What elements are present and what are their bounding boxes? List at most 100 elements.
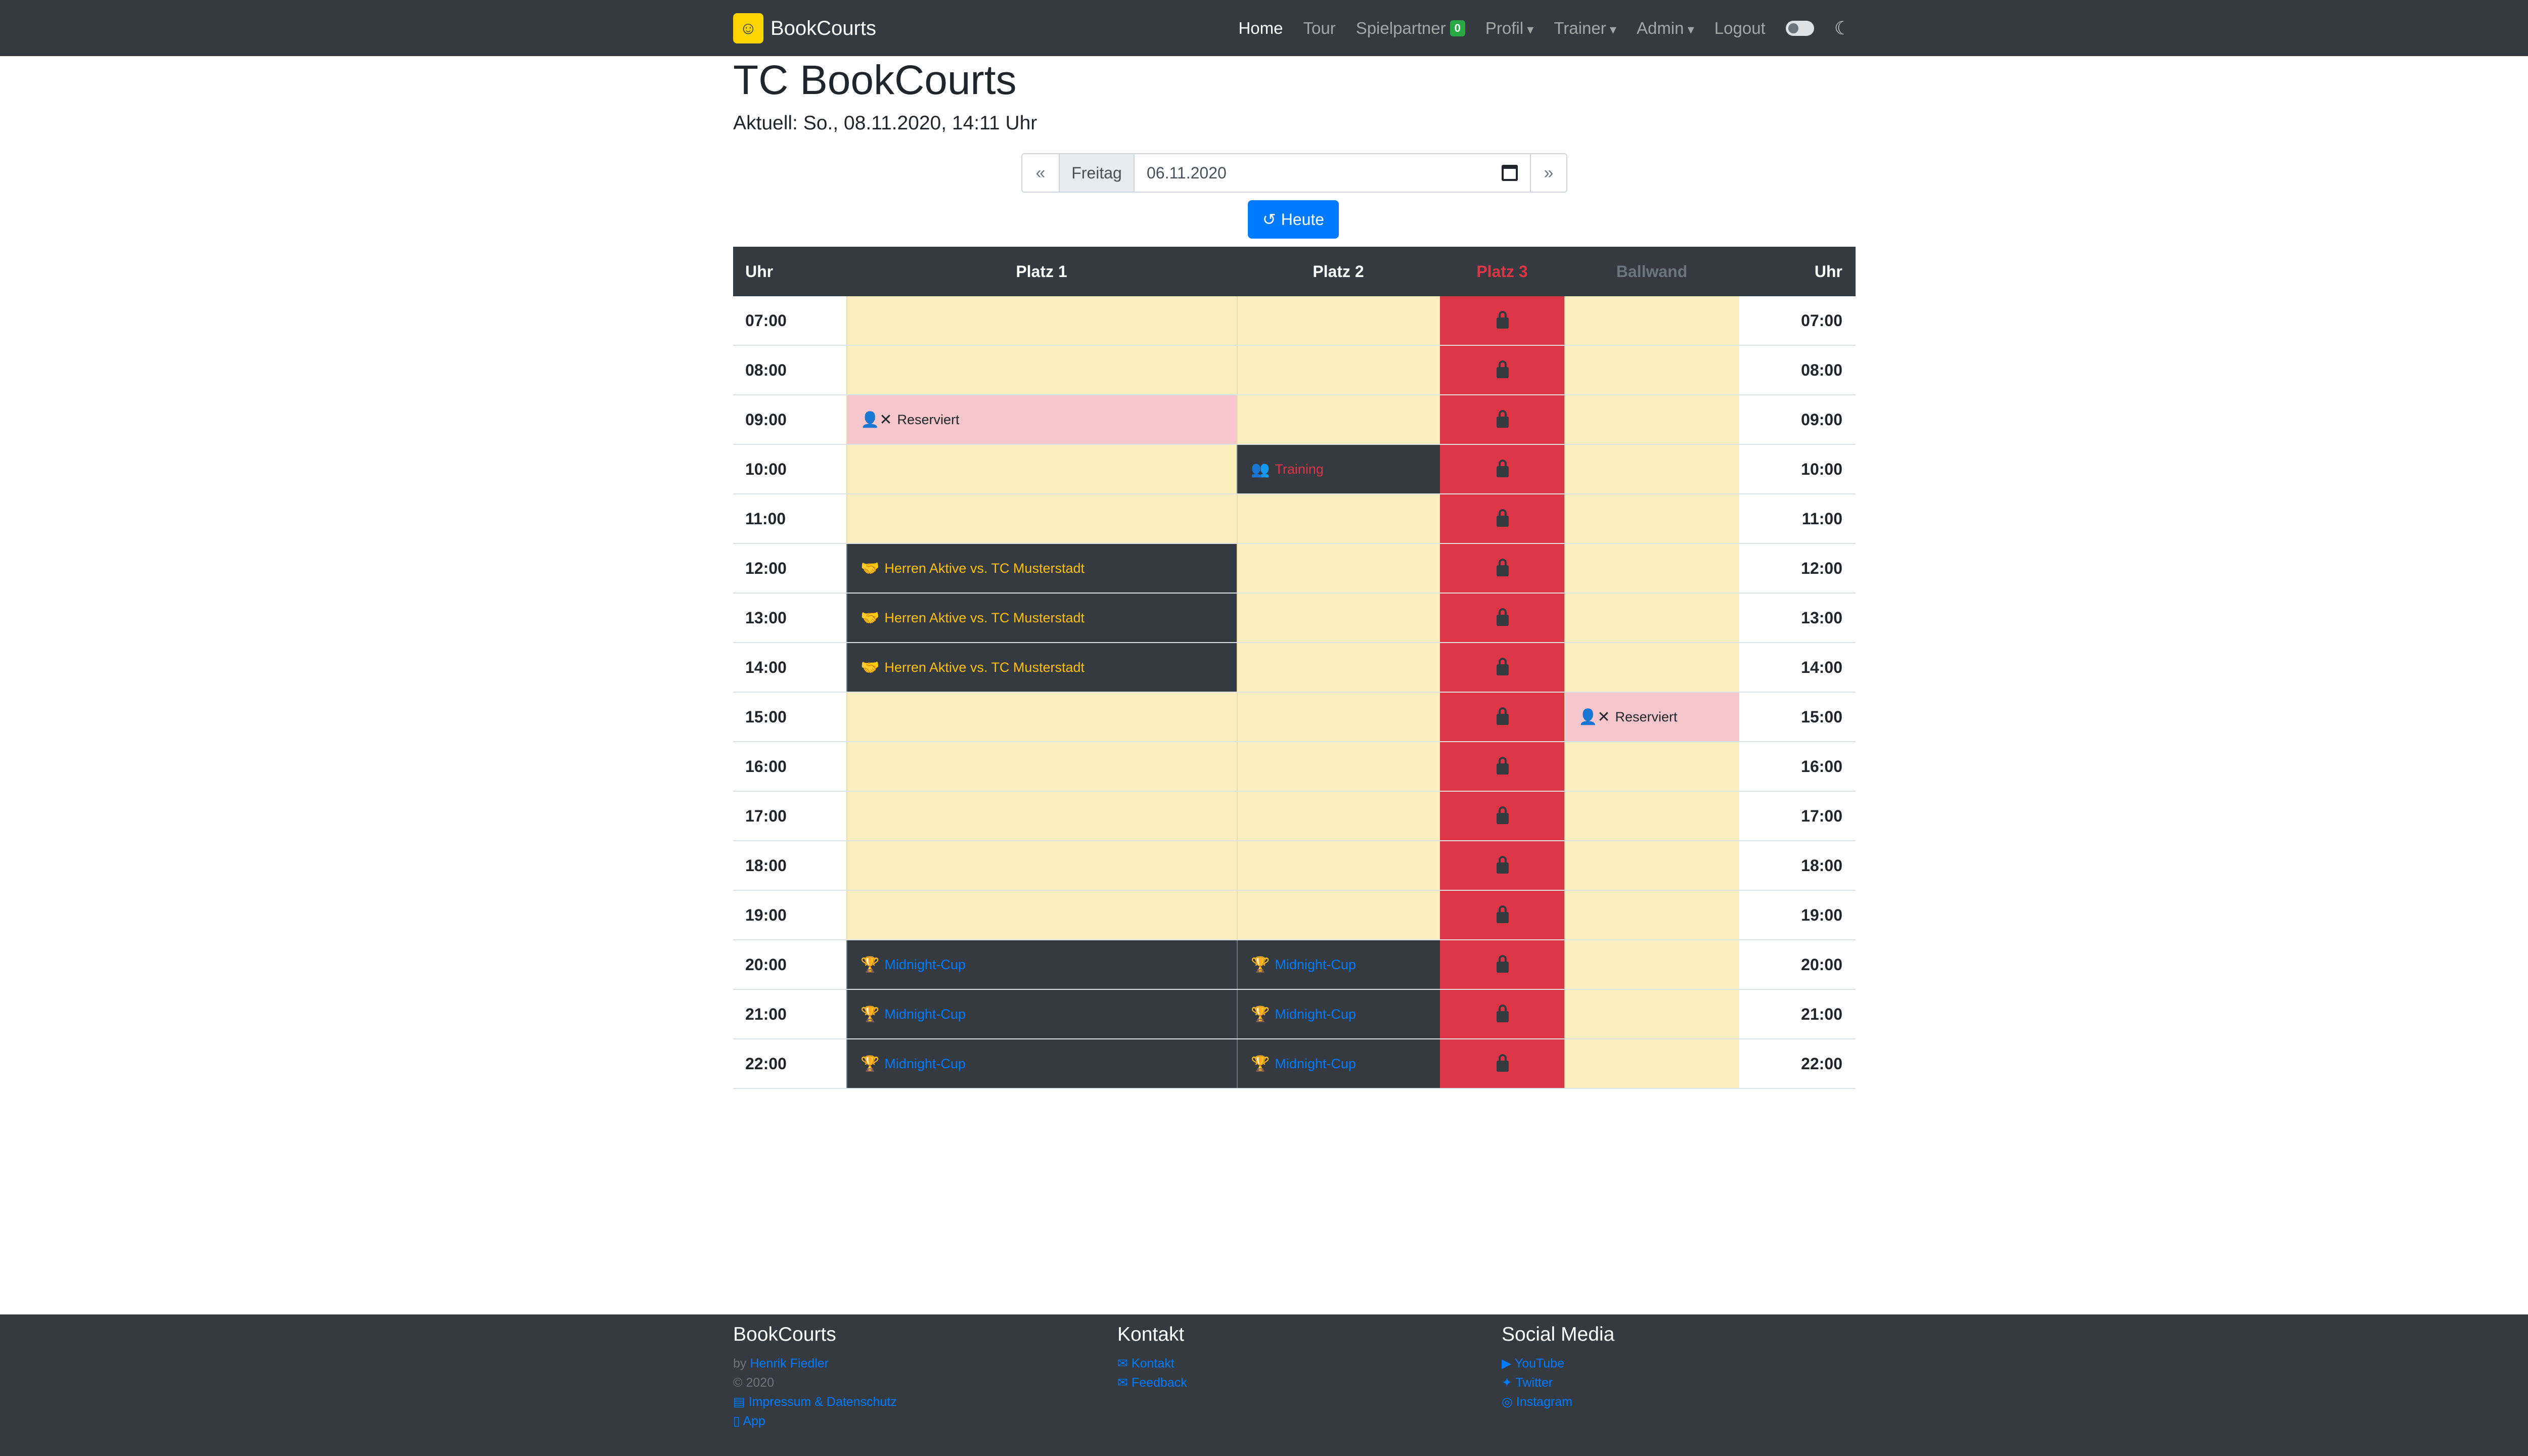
slot-platz-2[interactable]: 🏆 Midnight-Cup [1237,990,1440,1038]
slot-platz-1[interactable] [846,494,1237,543]
nav-logout[interactable]: Logout [1714,18,1766,37]
time-cell-right: 12:00 [1801,559,1842,577]
slot-platz-2[interactable] [1237,742,1440,791]
user-x-icon: 👤✕ [1578,708,1610,725]
slot-ballwand[interactable] [1564,494,1739,543]
footer-feedback[interactable]: ✉ Feedback [1117,1373,1187,1392]
footer-twitter[interactable]: ✦ Twitter [1502,1373,1614,1392]
slot-label: Midnight-Cup [884,957,966,972]
user-x-icon: 👤✕ [861,411,892,428]
slot-platz-2[interactable] [1237,544,1440,593]
slot-platz-1[interactable] [846,841,1237,890]
time-cell: 08:00 [745,360,787,379]
slot-platz-1[interactable] [846,296,1237,345]
table-row: 21:00 🏆 Midnight-Cup 🏆 Midnight-Cup 21:00 [733,990,1856,1039]
slot-label: Midnight-Cup [1275,1056,1356,1071]
slot-platz-1[interactable] [846,891,1237,939]
slot-platz-1[interactable] [846,742,1237,791]
slot-ballwand[interactable] [1564,841,1739,890]
footer-impressum[interactable]: ▤ Impressum & Datenschutz [733,1392,897,1412]
lock-icon [1497,460,1509,477]
slot-platz-2[interactable]: 🏆 Midnight-Cup [1237,940,1440,989]
footer-youtube[interactable]: ▶ YouTube [1502,1354,1614,1373]
slot-ballwand[interactable] [1564,643,1739,692]
date-input-value: 06.11.2020 [1147,163,1227,182]
time-cell-right: 16:00 [1801,757,1842,776]
slot-platz-1[interactable] [846,445,1237,493]
instagram-icon: ◎ [1502,1395,1516,1409]
footer-kontakt[interactable]: ✉ Kontakt [1117,1354,1187,1373]
nav-home[interactable]: Home [1238,18,1283,37]
slot-platz-2[interactable] [1237,841,1440,890]
slot-platz-3 [1440,990,1564,1038]
nav-trainer-dropdown[interactable]: Trainer [1554,19,1616,38]
slot-platz-2[interactable] [1237,891,1440,939]
slot-ballwand[interactable] [1564,940,1739,989]
next-day-button[interactable]: » [1530,154,1566,192]
slot-ballwand[interactable] [1564,346,1739,394]
lock-icon [1497,311,1509,329]
slot-platz-1[interactable]: 🏆 Midnight-Cup [846,1039,1237,1088]
slot-platz-1[interactable]: 🤝 Herren Aktive vs. TC Musterstadt [846,643,1237,692]
nav-tour[interactable]: Tour [1303,18,1336,37]
calendar-icon[interactable] [1502,165,1518,181]
table-row: 18:00 18:00 [733,841,1856,891]
footer-instagram[interactable]: ◎ Instagram [1502,1392,1614,1412]
slot-platz-1[interactable]: 🏆 Midnight-Cup [846,940,1237,989]
time-cell: 10:00 [745,460,787,478]
slot-platz-2[interactable] [1237,296,1440,345]
time-cell-right: 20:00 [1801,955,1842,974]
slot-platz-1[interactable] [846,693,1237,741]
mobile-icon: ▯ [733,1414,743,1428]
slot-platz-2[interactable] [1237,494,1440,543]
time-cell: 13:00 [745,608,787,627]
slot-ballwand[interactable]: 👤✕ Reserviert [1564,693,1739,741]
author-link[interactable]: Henrik Fiedler [750,1356,829,1371]
slot-platz-1[interactable]: 🤝 Herren Aktive vs. TC Musterstadt [846,544,1237,593]
slot-platz-1[interactable]: 🏆 Midnight-Cup [846,990,1237,1038]
dark-mode-toggle[interactable] [1785,20,1814,36]
lock-icon [1497,559,1509,576]
slot-platz-2[interactable]: 👥 Training [1237,445,1440,493]
slot-label: Herren Aktive vs. TC Musterstadt [884,659,1085,675]
slot-platz-1[interactable] [846,346,1237,394]
slot-platz-2[interactable] [1237,594,1440,642]
footer-by: by [733,1356,747,1371]
lock-icon [1497,806,1509,824]
slot-platz-1[interactable]: 🤝 Herren Aktive vs. TC Musterstadt [846,594,1237,642]
nav-admin-dropdown[interactable]: Admin [1637,19,1694,38]
prev-day-button[interactable]: « [1022,154,1059,192]
brand-link[interactable]: ☺ BookCourts [733,13,876,43]
slot-ballwand[interactable] [1564,594,1739,642]
nav-spielpartner[interactable]: Spielpartner 0 [1356,19,1465,38]
slot-ballwand[interactable] [1564,742,1739,791]
impressum-link: Impressum & Datenschutz [748,1395,897,1409]
slot-ballwand[interactable] [1564,891,1739,939]
slot-ballwand[interactable] [1564,296,1739,345]
slot-platz-2[interactable] [1237,693,1440,741]
feedback-link: Feedback [1131,1376,1187,1390]
slot-platz-1[interactable]: 👤✕ Reserviert [846,395,1237,444]
lock-icon [1497,905,1509,923]
date-input[interactable]: 06.11.2020 [1135,154,1530,192]
time-cell: 15:00 [745,707,787,726]
today-button[interactable]: ↺ Heute [1248,200,1339,239]
slot-ballwand[interactable] [1564,544,1739,593]
slot-platz-2[interactable] [1237,395,1440,444]
slot-ballwand[interactable] [1564,445,1739,493]
time-cell: 16:00 [745,757,787,776]
slot-ballwand[interactable] [1564,792,1739,840]
slot-platz-2[interactable]: 🏆 Midnight-Cup [1237,1039,1440,1088]
slot-platz-2[interactable] [1237,346,1440,394]
slot-platz-3 [1440,940,1564,989]
slot-platz-1[interactable] [846,792,1237,840]
table-row: 16:00 16:00 [733,742,1856,792]
slot-platz-2[interactable] [1237,643,1440,692]
slot-ballwand[interactable] [1564,990,1739,1038]
slot-ballwand[interactable] [1564,395,1739,444]
slot-ballwand[interactable] [1564,1039,1739,1088]
time-cell-right: 17:00 [1801,806,1842,825]
nav-profil-dropdown[interactable]: Profil [1485,19,1533,38]
slot-platz-2[interactable] [1237,792,1440,840]
footer-app[interactable]: ▯ App [733,1412,897,1431]
